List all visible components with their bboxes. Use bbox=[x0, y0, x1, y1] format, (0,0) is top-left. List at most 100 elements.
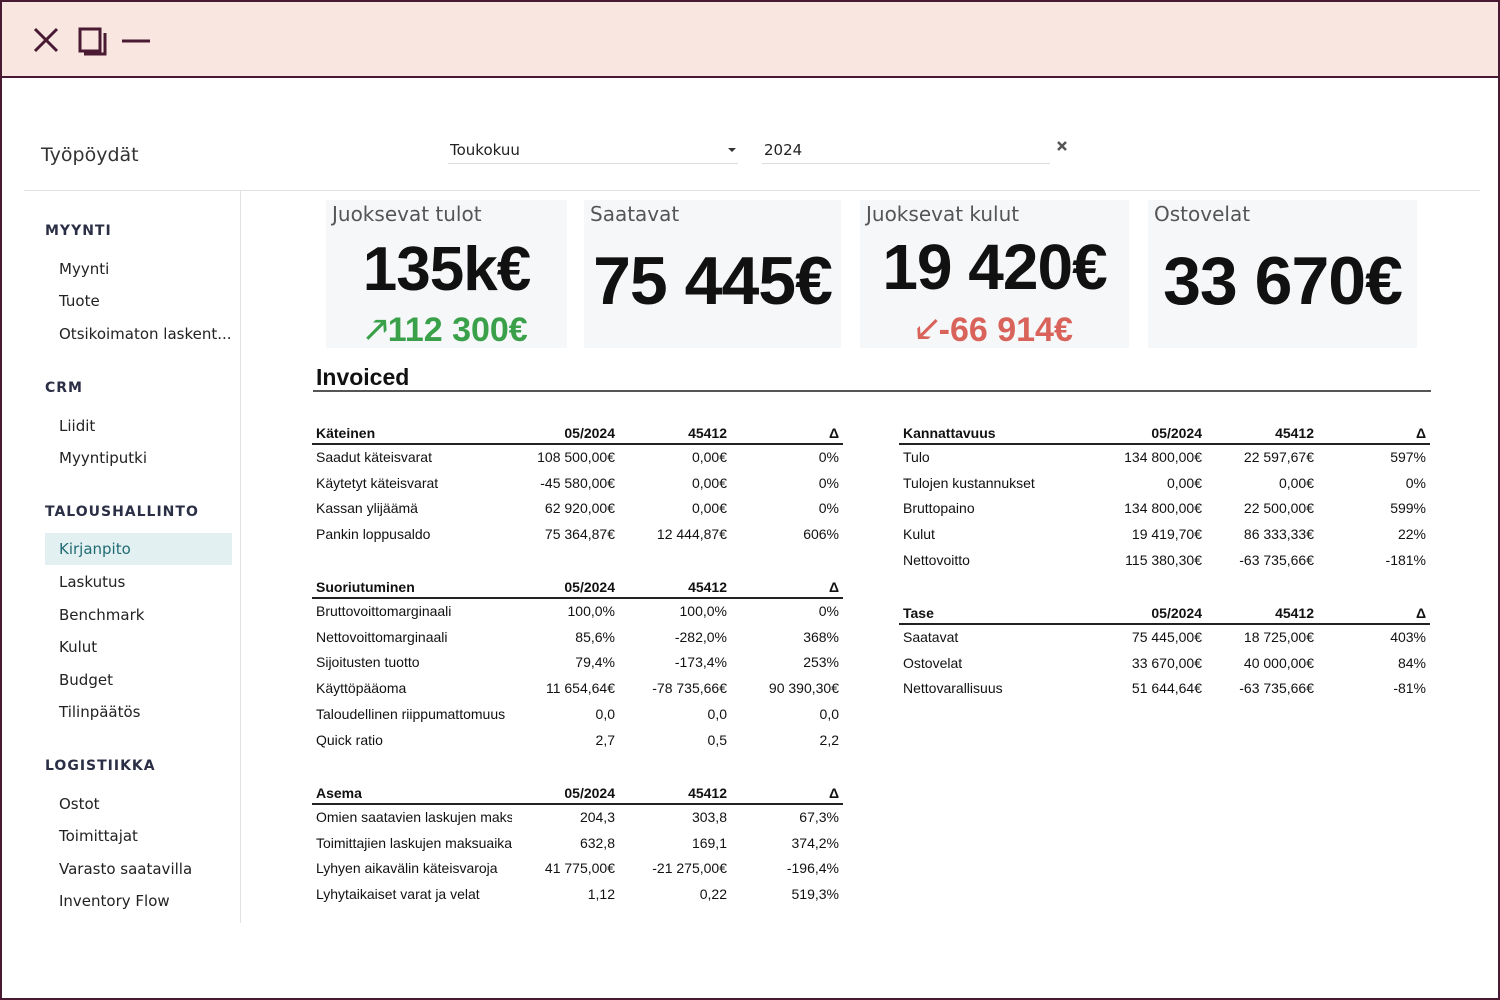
table-row: Nettovoittomarginaali 85,6% -282,0% 368% bbox=[312, 624, 843, 650]
table-cell: -78 735,66€ bbox=[652, 680, 727, 697]
sidebar-item-kulut[interactable]: Kulut bbox=[59, 638, 98, 656]
table-cell: 374,2% bbox=[791, 834, 839, 851]
row-label: Nettovarallisuus bbox=[903, 680, 1003, 697]
kpi-card-saatavat[interactable]: Saatavat 75 445€ bbox=[584, 200, 841, 348]
table-cell: 75 364,87€ bbox=[544, 526, 615, 543]
table-suoriutuminen: Suoriutuminen 05/2024 45412 Δ Bruttovoittoma… bbox=[312, 576, 843, 753]
table-cell: 22% bbox=[1397, 526, 1426, 543]
sidebar-item-toimittajat[interactable]: Toimittajat bbox=[59, 827, 138, 845]
column-header: Δ bbox=[731, 422, 843, 445]
table-cell: 62 920,00€ bbox=[544, 500, 615, 517]
table-row: Saatavat 75 445,00€ 18 725,00€ 403% bbox=[899, 624, 1430, 650]
row-label: Omien saatavien laskujen maksuaika bbox=[316, 809, 512, 826]
table-row: Taloudellinen riippumattomuus 0,0 0,0 0,0 bbox=[312, 701, 843, 727]
sidebar-item-laskutus[interactable]: Laskutus bbox=[59, 573, 126, 591]
table-cell: 134 800,00€ bbox=[1124, 449, 1202, 466]
column-header: Δ bbox=[1318, 602, 1430, 625]
sidebar-item-myyntiputki[interactable]: Myyntiputki bbox=[59, 449, 148, 467]
month-select[interactable]: Toukokuu bbox=[448, 136, 738, 164]
table-cell: 519,3% bbox=[791, 886, 839, 903]
table-cell: 11 654,64€ bbox=[545, 680, 615, 697]
table-cell: 19 419,70€ bbox=[1131, 526, 1202, 543]
close-icon[interactable] bbox=[28, 22, 64, 58]
table-cell: 85,6% bbox=[575, 628, 615, 645]
table-cell: 90 390,30€ bbox=[768, 680, 839, 697]
table-cell: 2,7 bbox=[595, 731, 615, 748]
arrow-down-icon: 🡗 bbox=[916, 311, 939, 349]
year-input[interactable]: 2024 bbox=[762, 136, 1050, 164]
row-label: Pankin loppusaldo bbox=[316, 526, 431, 543]
sidebar-item-inventory-flow[interactable]: Inventory Flow bbox=[59, 892, 170, 910]
restore-icon[interactable] bbox=[74, 22, 110, 58]
kpi-value: 75 445€ bbox=[593, 243, 833, 319]
table-cell: -181% bbox=[1385, 552, 1426, 569]
sidebar-divider bbox=[240, 191, 241, 923]
sidebar-item-tuote[interactable]: Tuote bbox=[59, 292, 100, 310]
sidebar-item-varasto[interactable]: Varasto saatavilla bbox=[59, 860, 193, 878]
table-cell: 22 500,00€ bbox=[1243, 500, 1314, 517]
kpi-delta: 🡕112 300€ bbox=[365, 311, 528, 349]
row-label: Saatavat bbox=[903, 629, 959, 646]
table-cell: 0% bbox=[818, 474, 839, 491]
sidebar-item-tilinpaatos[interactable]: Tilinpäätös bbox=[59, 703, 141, 721]
column-header: Kannattavuus bbox=[899, 422, 1099, 445]
column-header: Tase bbox=[899, 602, 1099, 625]
column-header: 05/2024 bbox=[512, 782, 619, 805]
year-value: 2024 bbox=[764, 141, 803, 159]
row-label: Toimittajien laskujen maksuaika bbox=[316, 834, 512, 851]
table-cell: -63 735,66€ bbox=[1239, 680, 1314, 697]
column-header: 45412 bbox=[619, 422, 731, 445]
minimize-icon[interactable] bbox=[118, 22, 154, 58]
month-value: Toukokuu bbox=[450, 141, 520, 159]
kpi-card-ostovelat[interactable]: Ostovelat 33 670€ bbox=[1148, 200, 1417, 348]
column-header: Δ bbox=[731, 782, 843, 805]
kpi-card-juoksevat-tulot[interactable]: Juoksevat tulot 135k€ 🡕112 300€ bbox=[326, 200, 567, 349]
table-header-row: Suoriutuminen 05/2024 45412 Δ bbox=[312, 576, 843, 599]
row-label: Tulojen kustannukset bbox=[903, 474, 1035, 491]
table-row: Sijoitusten tuotto 79,4% -173,4% 253% bbox=[312, 650, 843, 676]
table-cell: 0,00€ bbox=[691, 449, 727, 466]
row-label: Käyttöpääoma bbox=[316, 680, 407, 697]
table-cell: 18 725,00€ bbox=[1243, 629, 1314, 646]
table-row: Käytetyt käteisvarat -45 580,00€ 0,00€ 0% bbox=[312, 470, 843, 496]
title-bar bbox=[2, 2, 1498, 78]
kpi-label: Juoksevat kulut bbox=[866, 202, 1020, 226]
kpi-label: Juoksevat tulot bbox=[332, 202, 482, 226]
table-cell: 597% bbox=[1390, 449, 1426, 466]
sidebar-section-taloushallinto: TALOUSHALLINTO bbox=[45, 504, 199, 520]
table-row: Nettovoitto 115 380,30€ -63 735,66€ -181% bbox=[899, 547, 1430, 573]
sidebar-item-budget[interactable]: Budget bbox=[59, 671, 113, 689]
table-cell: 12 444,87€ bbox=[656, 526, 727, 543]
sidebar-item-otsikoimaton[interactable]: Otsikoimaton laskent... bbox=[59, 325, 232, 343]
table-header-row: Kannattavuus 05/2024 45412 Δ bbox=[899, 422, 1430, 445]
kpi-label: Saatavat bbox=[590, 202, 680, 226]
sidebar-item-ostot[interactable]: Ostot bbox=[59, 795, 100, 813]
kpi-delta: 🡗-66 914€ bbox=[916, 311, 1073, 349]
sidebar-item-myynti[interactable]: Myynti bbox=[59, 260, 110, 278]
table-cell: 0,0 bbox=[707, 706, 727, 723]
row-label: Taloudellinen riippumattomuus bbox=[316, 706, 506, 723]
table-header-row: Tase 05/2024 45412 Δ bbox=[899, 602, 1430, 625]
table-row: Ostovelat 33 670,00€ 40 000,00€ 84% bbox=[899, 650, 1430, 676]
row-label: Lyhytaikaiset varat ja velat bbox=[316, 886, 480, 903]
sidebar-item-liidit[interactable]: Liidit bbox=[59, 417, 96, 435]
column-header: Asema bbox=[312, 782, 512, 805]
table-row: Bruttovoittomarginaali 100,0% 100,0% 0% bbox=[312, 598, 843, 624]
table-cell: 108 500,00€ bbox=[537, 449, 615, 466]
table-cell: 0,22 bbox=[699, 886, 727, 903]
chevron-down-icon[interactable] bbox=[728, 148, 736, 152]
clear-filter-icon[interactable] bbox=[1054, 138, 1070, 154]
table-cell: 0,00€ bbox=[1278, 474, 1314, 491]
sidebar-item-kirjanpito[interactable]: Kirjanpito bbox=[45, 533, 232, 565]
row-label: Lyhyen aikavälin käteisvaroja bbox=[316, 860, 498, 877]
column-header: Suoriutuminen bbox=[312, 576, 512, 599]
sidebar-section-myynti: MYYNTI bbox=[45, 223, 112, 239]
table-cell: -81% bbox=[1393, 680, 1426, 697]
sidebar-item-benchmark[interactable]: Benchmark bbox=[59, 606, 145, 624]
column-header: Δ bbox=[1318, 422, 1430, 445]
row-label: Nettovoittomarginaali bbox=[316, 628, 448, 645]
kpi-card-juoksevat-kulut[interactable]: Juoksevat kulut 19 420€ 🡗-66 914€ bbox=[860, 200, 1129, 349]
table-cell: 0,00€ bbox=[1166, 474, 1202, 491]
row-label: Käytetyt käteisvarat bbox=[316, 474, 439, 491]
table-cell: 606% bbox=[803, 526, 839, 543]
